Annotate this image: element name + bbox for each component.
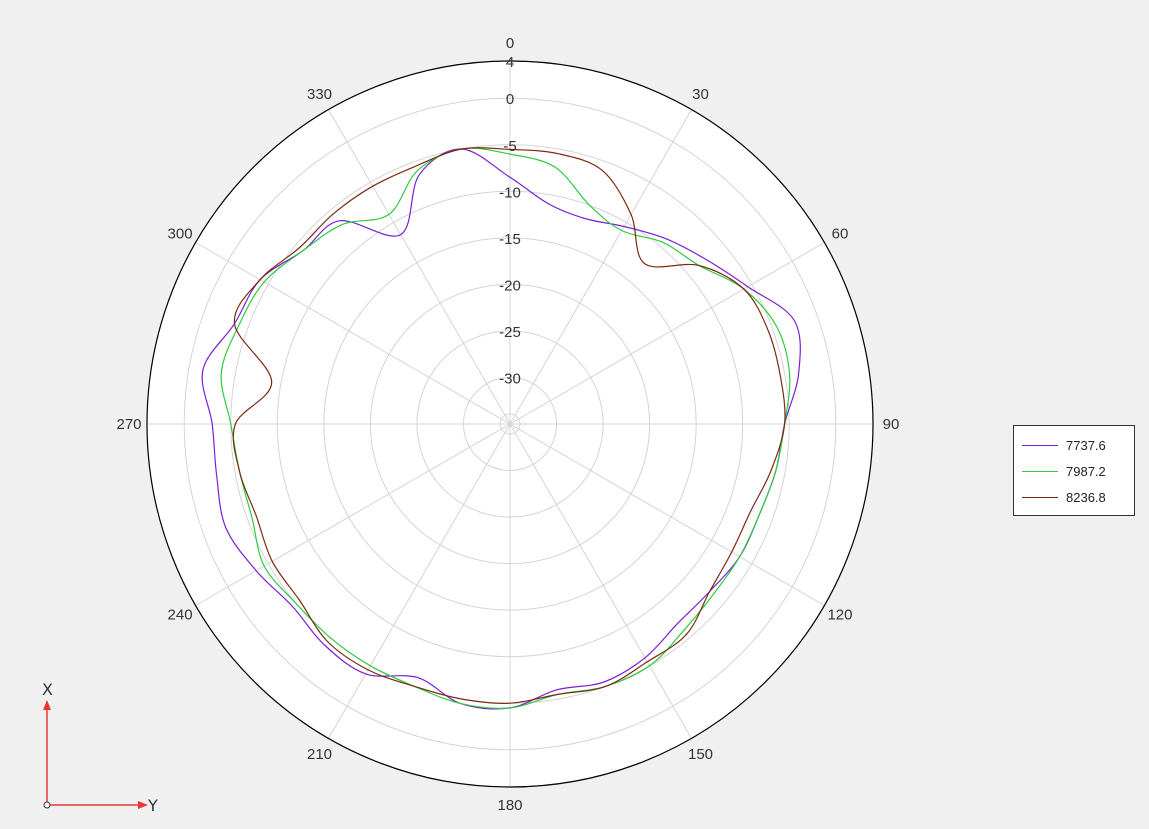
x-axis-indicator-label: X (42, 680, 53, 699)
angle-tick-label: 30 (692, 86, 709, 103)
legend-item: 7737.6 (1022, 432, 1126, 458)
grid-spoke (328, 109, 511, 425)
grid-spoke (195, 242, 511, 425)
angle-tick-label: 270 (116, 416, 141, 433)
radial-tick-labels: 4 0 -5 -10 -15 -20 -25 -30 (499, 54, 521, 387)
series-line (232, 147, 786, 704)
angle-tick-label: 330 (307, 86, 332, 103)
angle-tick-label: 180 (497, 797, 522, 814)
angle-tick-label: 120 (827, 607, 852, 624)
radial-tick-label: -5 (503, 138, 516, 155)
angle-tick-label: 60 (832, 226, 849, 243)
angle-tick-label: 210 (307, 746, 332, 763)
angle-tick-label: 150 (688, 746, 713, 763)
grid-spoke (509, 423, 825, 606)
radial-tick-label: -10 (499, 184, 521, 201)
grid-spoke (509, 242, 825, 425)
legend-label: 7737.6 (1066, 437, 1106, 453)
radial-tick-label: 4 (506, 54, 514, 71)
y-axis-indicator-label: Y (147, 796, 158, 815)
grid-spoke (509, 109, 692, 425)
series-lines (201, 147, 801, 710)
legend-label: 7987.2 (1066, 463, 1106, 479)
legend-label: 8236.8 (1066, 489, 1106, 505)
legend-item: 8236.8 (1022, 484, 1126, 510)
angle-tick-labels: 0 30 60 90 120 150 180 210 240 270 300 330 (116, 35, 899, 814)
legend: 7737.6 7987.2 8236.8 (1013, 425, 1135, 516)
angle-tick-label: 300 (168, 226, 193, 243)
angle-tick-label: 240 (168, 607, 193, 624)
grid-spoke (195, 423, 511, 606)
legend-swatch (1022, 444, 1058, 446)
axis-orientation-indicator: X Y (42, 680, 158, 815)
radial-tick-label: -20 (499, 277, 521, 294)
legend-swatch (1022, 470, 1058, 472)
grid-spoke (328, 423, 511, 739)
radial-tick-label: -25 (499, 324, 521, 341)
angle-tick-label: 90 (883, 416, 900, 433)
radial-tick-label: -30 (499, 370, 521, 387)
grid-spoke (509, 423, 692, 739)
outer-boundary-circle (146, 60, 874, 788)
legend-swatch (1022, 496, 1058, 498)
radial-tick-label: 0 (506, 91, 514, 108)
angle-tick-label: 0 (506, 35, 514, 52)
angular-grid-spokes (147, 61, 873, 787)
legend-item: 7987.2 (1022, 458, 1126, 484)
radial-tick-label: -15 (499, 231, 521, 248)
